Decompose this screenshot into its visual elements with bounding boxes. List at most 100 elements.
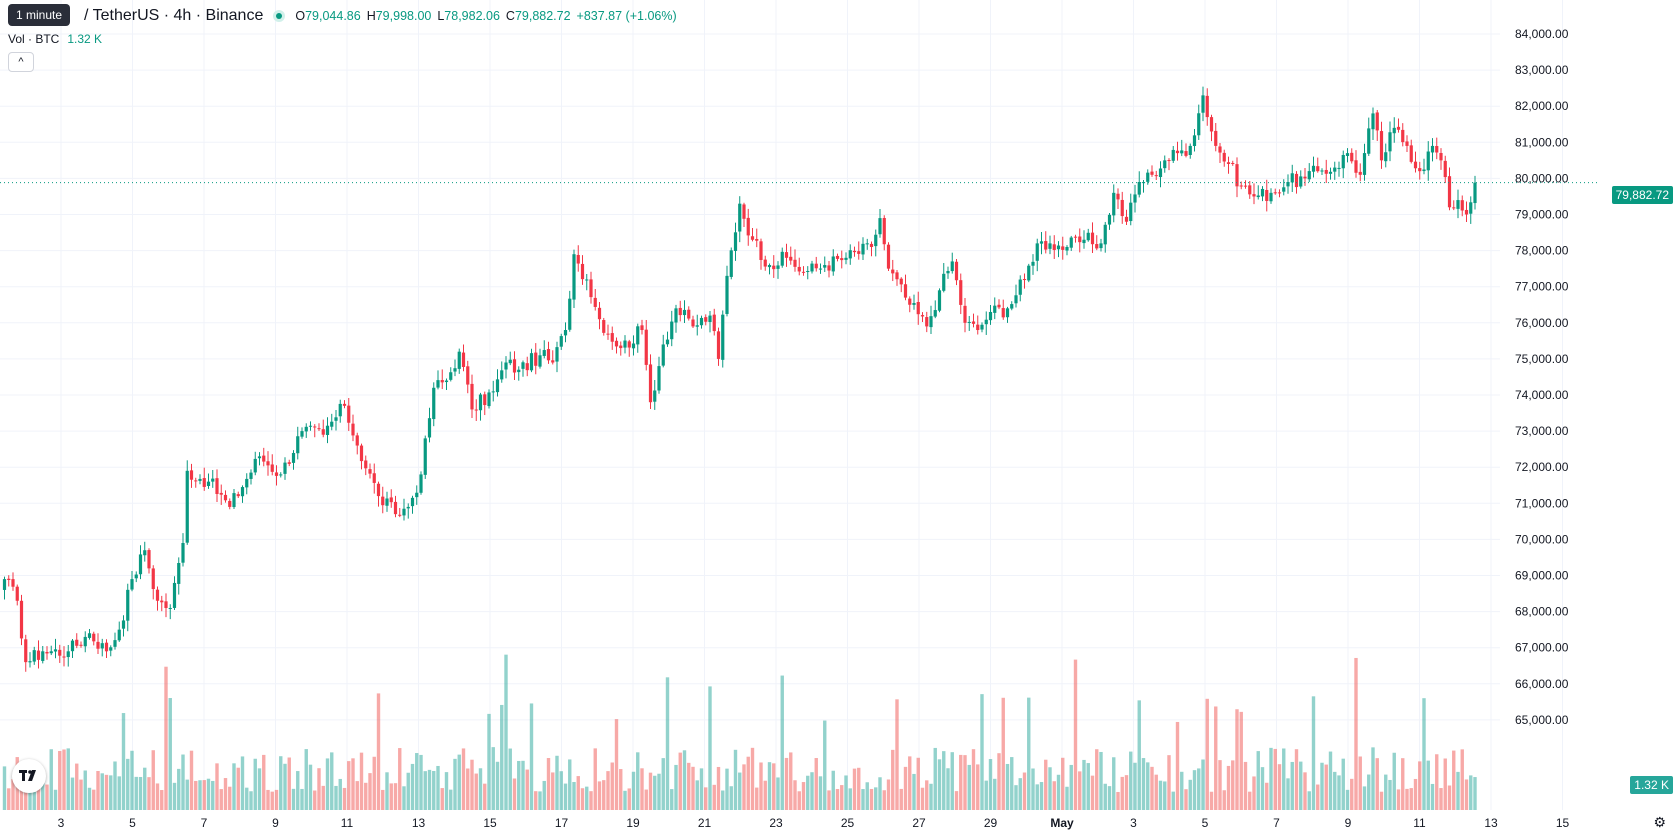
tradingview-logo[interactable] bbox=[12, 759, 46, 793]
volume-bar bbox=[589, 791, 593, 810]
volume-bar bbox=[937, 759, 942, 810]
volume-bar bbox=[236, 767, 240, 810]
candle bbox=[240, 485, 245, 503]
candle bbox=[984, 311, 988, 335]
candle bbox=[1226, 156, 1231, 174]
volume-bar bbox=[1086, 763, 1090, 810]
candle bbox=[559, 333, 563, 350]
collapse-legend-button[interactable]: ^ bbox=[8, 52, 34, 72]
candle-body bbox=[155, 589, 160, 601]
candle-body bbox=[823, 265, 827, 268]
candle bbox=[1413, 151, 1418, 173]
candle bbox=[903, 274, 908, 301]
volume-bar bbox=[28, 790, 32, 810]
market-status-icon[interactable] bbox=[273, 10, 286, 22]
candle-body bbox=[793, 259, 797, 267]
volume-bar bbox=[920, 787, 925, 810]
candle-body bbox=[249, 472, 253, 479]
candle-body bbox=[580, 263, 585, 280]
volume-bar bbox=[542, 780, 546, 810]
candle-body bbox=[780, 251, 784, 266]
candle bbox=[1371, 107, 1375, 140]
volume-bar bbox=[848, 788, 852, 810]
volume-bar bbox=[1460, 749, 1464, 810]
candle bbox=[138, 545, 143, 580]
candle-body bbox=[359, 445, 364, 462]
candle-body bbox=[742, 204, 746, 219]
candle bbox=[687, 306, 691, 321]
symbol-title[interactable]: / TetherUS · 4h · Binance bbox=[84, 7, 264, 24]
candle bbox=[529, 348, 534, 373]
volume-bar bbox=[742, 764, 746, 810]
candle-body bbox=[1430, 145, 1435, 153]
candle bbox=[232, 488, 236, 510]
candle-body bbox=[738, 203, 742, 232]
candle-body bbox=[1371, 113, 1375, 130]
candle bbox=[62, 646, 66, 667]
volume-value: 1.32 K bbox=[67, 32, 103, 46]
candle bbox=[908, 296, 912, 313]
candle bbox=[606, 324, 610, 340]
volume-bar bbox=[1337, 775, 1341, 810]
candle-body bbox=[7, 578, 11, 581]
candle bbox=[66, 644, 70, 667]
candle-body bbox=[206, 481, 211, 487]
price-tick-label: 69,000.00 bbox=[1515, 569, 1569, 583]
candle bbox=[1243, 180, 1248, 189]
candle bbox=[1150, 165, 1154, 177]
candle bbox=[1422, 158, 1426, 175]
candle-body bbox=[933, 310, 937, 317]
candle bbox=[355, 432, 359, 455]
candle bbox=[1435, 137, 1439, 160]
time-tick-label: 25 bbox=[841, 816, 855, 830]
volume-bar bbox=[449, 789, 453, 810]
volume-bar bbox=[538, 791, 542, 810]
candle-body bbox=[657, 366, 661, 391]
time-tick-label: 13 bbox=[1484, 816, 1498, 830]
price-tick-label: 66,000.00 bbox=[1515, 677, 1569, 691]
candle bbox=[100, 638, 104, 657]
candle bbox=[801, 266, 806, 276]
volume-bar bbox=[398, 748, 402, 810]
candle-body bbox=[461, 352, 466, 367]
candle bbox=[249, 469, 253, 485]
candle bbox=[993, 297, 997, 320]
candle bbox=[1439, 148, 1443, 170]
candle-body bbox=[695, 325, 699, 327]
candle bbox=[789, 246, 793, 265]
volume-bar bbox=[1435, 754, 1439, 810]
candle bbox=[746, 208, 750, 246]
candle bbox=[997, 299, 1001, 310]
low-value: 78,982.06 bbox=[444, 9, 500, 23]
candle-body bbox=[96, 641, 100, 649]
candle bbox=[572, 249, 576, 309]
candle-body bbox=[245, 478, 249, 488]
candle bbox=[691, 315, 695, 329]
candle-body bbox=[1452, 207, 1456, 209]
volume-bar bbox=[963, 755, 967, 810]
candle-body bbox=[1001, 308, 1005, 318]
candle-body bbox=[840, 258, 844, 261]
volume-bar bbox=[1354, 657, 1358, 810]
candle-body bbox=[79, 644, 83, 646]
price-tick-label: 67,000.00 bbox=[1515, 641, 1569, 655]
candle bbox=[1048, 235, 1052, 255]
volume-bar bbox=[436, 765, 440, 810]
volume-bar bbox=[763, 780, 767, 810]
volume-bar bbox=[83, 770, 87, 810]
candle bbox=[317, 423, 321, 431]
volume-bar bbox=[1201, 759, 1205, 810]
candle-body bbox=[126, 589, 130, 621]
volume-bar bbox=[338, 778, 342, 810]
gear-icon[interactable]: ⚙ bbox=[1653, 814, 1666, 830]
volume-bar bbox=[87, 787, 92, 810]
candle-body bbox=[104, 642, 109, 652]
candle bbox=[640, 319, 644, 335]
volume-bar bbox=[155, 783, 160, 810]
time-tick-label: 29 bbox=[984, 816, 998, 830]
volume-bar bbox=[818, 776, 823, 810]
candle-body bbox=[325, 425, 330, 436]
volume-bar bbox=[1311, 696, 1316, 810]
volume-label[interactable]: Vol · BTC bbox=[8, 32, 60, 46]
